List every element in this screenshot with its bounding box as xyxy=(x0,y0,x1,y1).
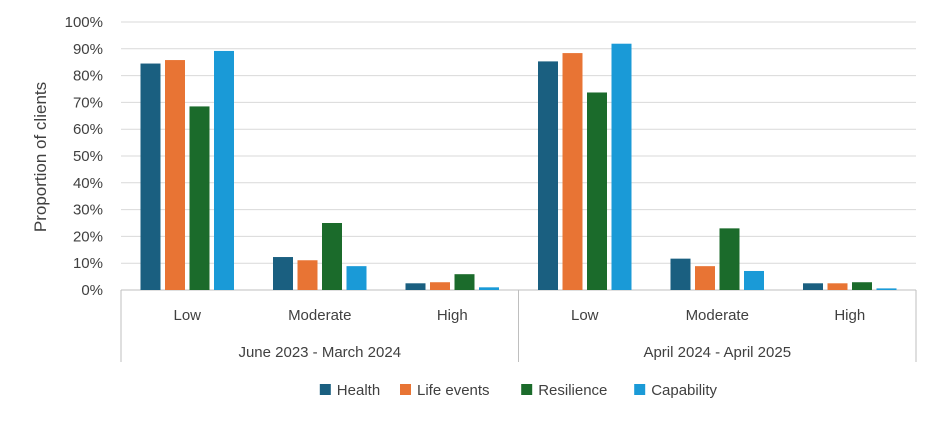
legend-swatch xyxy=(400,384,411,395)
bar xyxy=(165,60,185,290)
y-tick-label: 100% xyxy=(65,14,103,31)
y-tick-label: 70% xyxy=(73,94,103,111)
legend-swatch xyxy=(634,384,646,395)
bar xyxy=(719,228,740,290)
bar xyxy=(454,274,475,290)
bar xyxy=(611,43,632,290)
legend-swatch xyxy=(319,384,331,395)
bar xyxy=(670,258,691,290)
x-group-label: April 2024 - April 2025 xyxy=(643,344,791,361)
legend-label: Health xyxy=(337,382,380,399)
bar xyxy=(405,283,426,290)
y-axis-label: Proportion of clients xyxy=(31,82,50,232)
bar xyxy=(876,288,897,290)
x-category-label: Moderate xyxy=(288,307,351,324)
bar xyxy=(827,283,848,290)
legend-label: Life events xyxy=(417,382,490,399)
x-category-label: Low xyxy=(571,307,599,324)
bar xyxy=(189,106,210,290)
y-tick-label: 20% xyxy=(73,228,103,245)
gridlines xyxy=(121,21,916,291)
bar xyxy=(140,63,161,290)
legend: Health Life events Resilience Capability xyxy=(319,382,718,399)
bar xyxy=(214,50,234,290)
x-group-label: June 2023 - March 2024 xyxy=(238,344,401,361)
bar xyxy=(695,266,715,290)
bar xyxy=(297,260,318,290)
legend-label: Resilience xyxy=(538,382,607,399)
bar xyxy=(273,257,293,290)
bar xyxy=(479,287,499,290)
y-tick-label: 30% xyxy=(73,202,103,219)
y-tick-label: 90% xyxy=(73,41,103,58)
bar xyxy=(803,283,823,290)
bar xyxy=(744,270,764,290)
legend-label: Capability xyxy=(651,382,717,399)
bar xyxy=(852,282,872,290)
bar xyxy=(562,53,583,291)
y-tick-label: 50% xyxy=(73,148,103,165)
y-axis-ticks: 0% 10% 20% 30% 40% 50% 60% 70% 80% 90% 100% xyxy=(65,14,103,299)
bar xyxy=(587,92,607,290)
x-category-label: Moderate xyxy=(686,307,749,324)
bars xyxy=(140,43,897,291)
y-tick-label: 10% xyxy=(73,255,103,272)
y-tick-label: 60% xyxy=(73,121,103,138)
y-tick-label: 0% xyxy=(81,282,103,299)
bar xyxy=(538,61,558,291)
bar xyxy=(430,282,450,290)
x-category-label: High xyxy=(437,307,468,324)
x-category-label: Low xyxy=(173,307,201,324)
bar xyxy=(322,223,342,290)
bar xyxy=(346,266,367,290)
y-tick-label: 80% xyxy=(73,68,103,85)
x-axis: Low Moderate High Low Moderate High June 2023 … xyxy=(120,290,917,362)
y-tick-label: 40% xyxy=(73,175,103,192)
x-category-label: High xyxy=(834,307,865,324)
legend-swatch xyxy=(521,384,533,395)
